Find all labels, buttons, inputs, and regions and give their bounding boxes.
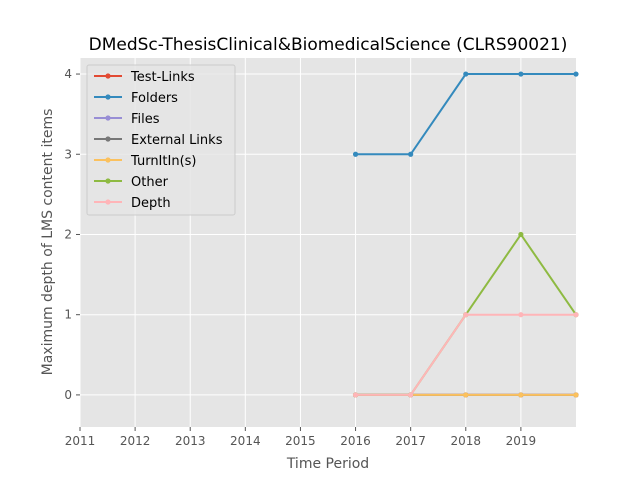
data-point-folders [518,71,524,77]
series-lines [352,71,579,398]
data-point-other [518,231,524,238]
x-tick-label: 2015 [285,434,316,448]
legend-marker-files [105,115,111,121]
y-tick-label: 4 [64,67,72,81]
series-folders [352,71,579,157]
x-axis-label: Time Period [286,456,369,472]
data-point-depth [463,312,469,318]
y-axis-ticks: 0 1 2 3 4 [64,67,80,402]
data-point-folders [573,71,579,77]
y-tick-label: 1 [64,308,72,322]
y-tick-label: 2 [64,227,72,241]
legend-marker-turnitin-s [105,157,111,163]
x-tick-label: 2011 [65,434,96,448]
data-point-folders [463,71,469,77]
x-tick-label: 2012 [120,434,151,448]
x-tick-label: 2017 [395,434,426,448]
legend-label-external-links: External Links [131,133,223,148]
data-point-depth [408,392,414,398]
y-axis-label: Maximum depth of LMS content items [40,109,56,376]
x-tick-label: 2018 [451,434,482,448]
x-tick-label: 2016 [340,434,371,448]
legend: Test-Links Folders Files External Links Turn… [86,64,236,216]
legend-marker-other [105,178,111,184]
x-tick-label: 2019 [506,434,537,448]
legend-label-turnitin-s: TurnItIn(s) [130,154,196,169]
x-axis-ticks: 2011 2012 2013 2014 2015 2016 2017 2018 2019 [65,427,536,448]
legend-label-folders: Folders [131,91,178,106]
data-point-turnitin-s [518,392,524,398]
y-tick-label: 3 [64,147,72,161]
legend-marker-test-links [105,73,111,79]
chart-title: DMedSc-ThesisClinical&BiomedicalScience … [89,35,568,55]
legend-marker-external-links [105,136,111,142]
data-point-depth [518,312,524,318]
data-point-turnitin-s [463,392,469,398]
data-point-folders [352,151,359,157]
data-point-depth [352,392,359,398]
legend-label-files: Files [131,112,160,127]
y-tick-label: 0 [64,388,72,402]
series-depth [352,312,579,398]
legend-label-depth: Depth [131,196,171,211]
data-point-folders [408,151,414,157]
legend-marker-depth [105,199,111,205]
legend-label-other: Other [131,175,169,190]
x-tick-label: 2013 [175,434,206,448]
legend-marker-folders [105,94,111,100]
data-point-turnitin-s [573,392,579,398]
legend-box [86,64,236,216]
x-tick-label: 2014 [230,434,261,448]
data-point-depth [573,312,579,318]
legend-label-test-links: Test-Links [130,70,195,85]
